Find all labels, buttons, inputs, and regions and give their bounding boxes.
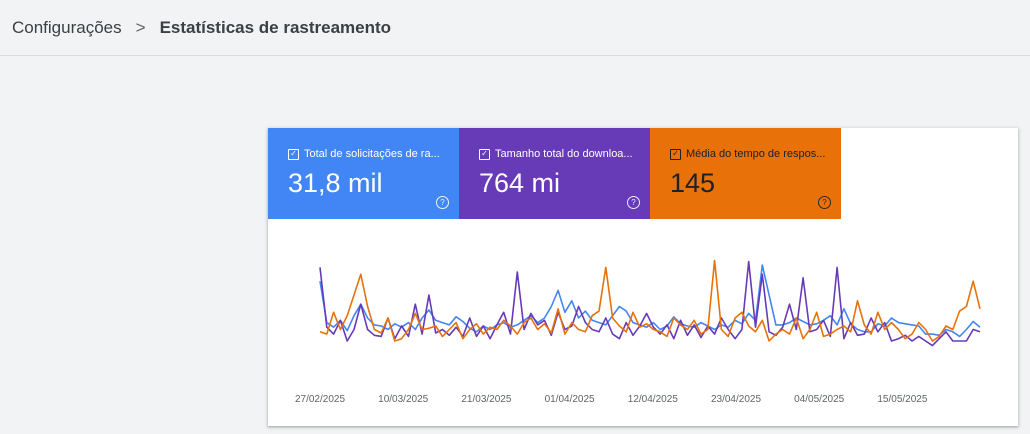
metric-value: 764 mi (479, 168, 561, 198)
x-tick-label: 12/04/2025 (628, 394, 678, 405)
breadcrumb-parent-link[interactable]: Configurações (12, 17, 122, 37)
checkbox-checked-icon[interactable]: ✓ (288, 148, 299, 160)
x-tick-label: 01/04/2025 (545, 394, 595, 405)
page-title: Estatísticas de rastreamento (159, 17, 392, 37)
breadcrumb-separator-icon: > (135, 17, 146, 37)
x-tick-label: 04/05/2025 (794, 394, 844, 405)
x-tick-label: 21/03/2025 (461, 394, 511, 405)
metric-tile-download-size[interactable]: ✓ Tamanho total do downloa... 764 mi ? (459, 128, 650, 219)
metric-value: 31,8 mil (288, 168, 383, 198)
help-circle-icon[interactable]: ? (436, 196, 449, 209)
checkbox-checked-icon[interactable]: ✓ (670, 148, 681, 160)
crawl-stats-card: ✓ Total de solicitações de ra... 31,8 mi… (268, 128, 1018, 426)
metric-tiles: ✓ Total de solicitações de ra... 31,8 mi… (268, 128, 841, 219)
series-line-2 (319, 259, 981, 342)
metric-label: Total de solicitações de ra... (304, 148, 440, 160)
help-circle-icon[interactable]: ? (818, 196, 831, 209)
metric-tile-total-requests[interactable]: ✓ Total de solicitações de ra... 31,8 mi… (268, 128, 459, 219)
crawl-stats-line-chart: 27/02/2025 10/03/2025 21/03/2025 01/04/2025… (295, 259, 981, 405)
x-tick-label: 27/02/2025 (295, 394, 345, 405)
series-line-1 (319, 260, 981, 347)
page-header: Configurações > Estatísticas de rastream… (0, 0, 1030, 56)
metric-label: Média do tempo de respos... (686, 148, 826, 160)
metric-label: Tamanho total do downloa... (495, 148, 633, 160)
help-circle-icon[interactable]: ? (627, 196, 640, 209)
x-tick-label: 15/05/2025 (877, 394, 927, 405)
metric-value: 145 (670, 168, 716, 198)
checkbox-checked-icon[interactable]: ✓ (479, 148, 490, 160)
metric-tile-response-time[interactable]: ✓ Média do tempo de respos... 145 ? (650, 128, 841, 219)
x-tick-label: 23/04/2025 (711, 394, 761, 405)
x-tick-label: 10/03/2025 (378, 394, 428, 405)
